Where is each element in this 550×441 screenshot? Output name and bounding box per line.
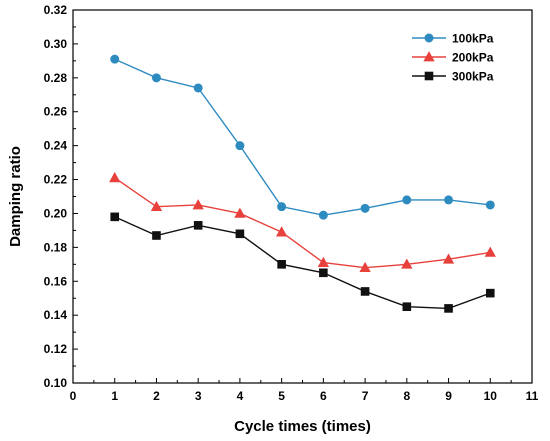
data-point (110, 212, 120, 222)
data-point (360, 287, 370, 296)
y-tick-label: 0.28 (44, 71, 68, 85)
data-point (317, 256, 330, 267)
x-tick-label: 3 (195, 389, 202, 403)
data-point (110, 54, 120, 64)
x-tick-label: 7 (362, 389, 369, 403)
y-tick-label: 0.10 (44, 376, 68, 390)
y-tick-label: 0.30 (44, 37, 68, 51)
y-tick-label: 0.32 (44, 3, 68, 17)
data-point (402, 302, 412, 312)
series-line (114, 177, 491, 269)
y-tick-label: 0.22 (44, 173, 68, 187)
series-2 (109, 172, 496, 273)
series-layer (109, 54, 496, 313)
data-point (150, 200, 163, 212)
x-axis-title: Cycle times (times) (234, 418, 371, 435)
x-tick-label: 10 (484, 389, 498, 403)
data-point (360, 203, 370, 213)
data-point (234, 207, 246, 218)
legend-label: 300kPa (452, 70, 494, 84)
legend-marker (423, 51, 435, 62)
legend-marker (424, 71, 434, 81)
data-point (319, 268, 328, 278)
x-tick-label: 11 (526, 389, 539, 403)
data-point (485, 288, 495, 298)
series-3 (110, 212, 495, 313)
data-point (151, 73, 161, 83)
data-point (444, 195, 454, 205)
legend-label: 200kPa (452, 51, 494, 65)
data-point (152, 231, 161, 240)
x-axis-ticks: 0 1 2 3 4 5 6 7 8 9 10 11 (70, 378, 539, 403)
x-tick-label: 4 (237, 389, 244, 403)
data-point (193, 221, 203, 230)
data-point (275, 226, 288, 237)
x-tick-label: 1 (111, 389, 118, 403)
data-point (235, 229, 245, 239)
y-tick-label: 0.12 (44, 342, 68, 356)
y-tick-label: 0.16 (44, 274, 68, 288)
y-axis-title: Damping ratio (7, 146, 24, 247)
y-tick-label: 0.24 (44, 139, 68, 153)
x-tick-label: 8 (403, 389, 410, 403)
x-tick-label: 0 (70, 389, 77, 403)
y-tick-label: 0.18 (44, 240, 68, 254)
x-tick-label: 9 (445, 389, 452, 403)
data-point (444, 304, 453, 313)
series-line (114, 58, 491, 216)
data-point (359, 261, 371, 273)
data-point (484, 246, 496, 257)
data-point (442, 253, 455, 264)
y-tick-label: 0.20 (44, 206, 68, 220)
data-point (485, 200, 495, 210)
data-point (277, 202, 287, 212)
series-line (114, 216, 491, 310)
data-point (193, 83, 203, 93)
data-point (401, 258, 413, 269)
data-point (277, 260, 286, 269)
x-tick-label: 6 (320, 389, 327, 403)
data-point (235, 141, 245, 151)
series-1 (110, 54, 495, 220)
legend-marker (424, 33, 434, 43)
data-point (109, 172, 121, 183)
data-point (192, 199, 204, 210)
legend-label: 100kPa (452, 32, 494, 46)
x-tick-label: 5 (278, 389, 285, 403)
y-tick-label: 0.14 (44, 308, 68, 322)
x-tick-label: 2 (153, 389, 160, 403)
data-point (402, 195, 412, 205)
legend: 100kPa 200kPa 300kPa (412, 32, 494, 84)
y-tick-label: 0.26 (44, 105, 68, 119)
y-axis-ticks: 0.10 0.12 0.14 0.16 0.18 0.20 0.22 0.24 0.26 0.28… (44, 3, 78, 390)
data-point (318, 210, 328, 220)
